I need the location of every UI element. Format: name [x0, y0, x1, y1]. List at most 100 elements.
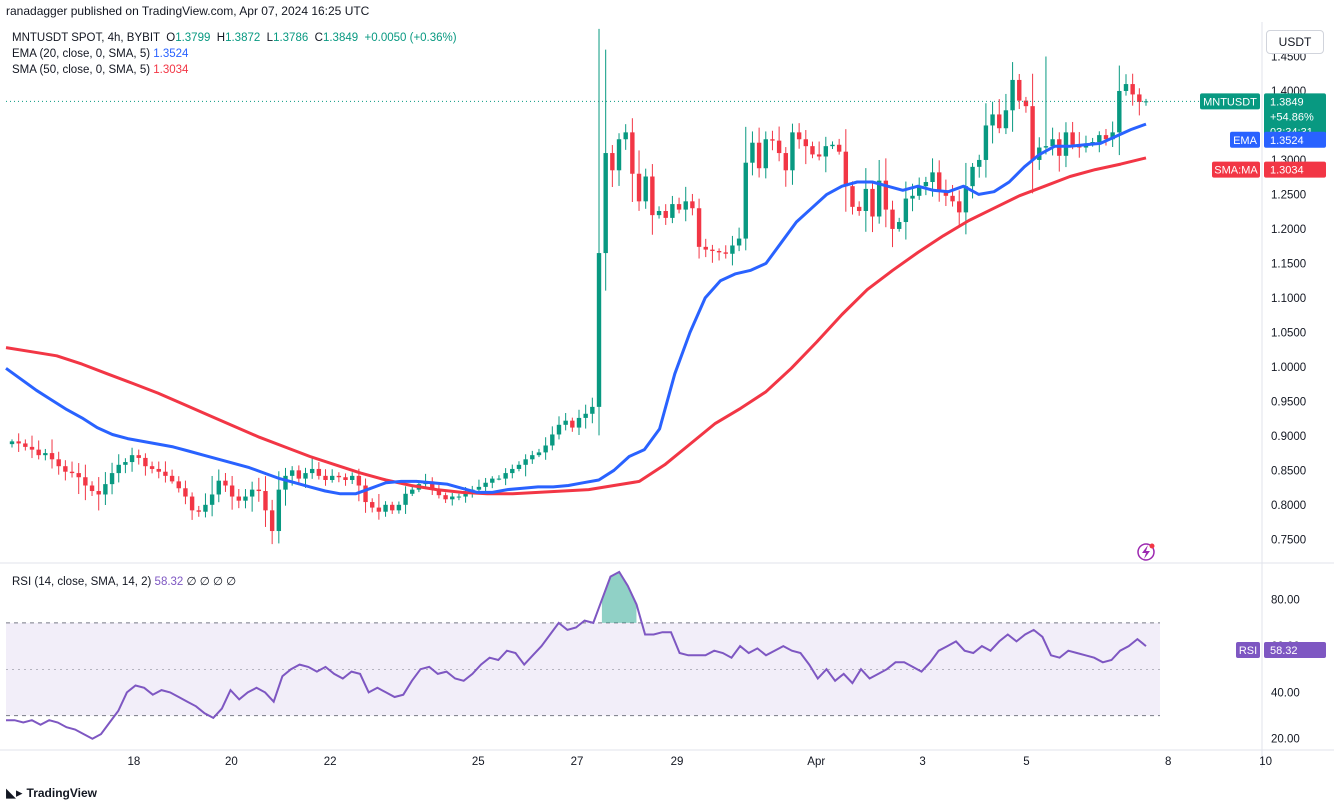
candle	[329, 469, 335, 483]
candle-body	[129, 455, 135, 463]
candle-body	[283, 475, 288, 490]
candle-body	[556, 424, 562, 435]
candle	[309, 456, 315, 479]
candle	[410, 486, 415, 497]
candle	[843, 129, 849, 212]
candle	[776, 126, 782, 162]
candle-body	[196, 510, 201, 512]
candle	[123, 458, 128, 474]
candle-body	[243, 496, 248, 501]
candle-body	[830, 144, 835, 147]
candle-body	[750, 142, 755, 163]
candle	[236, 488, 241, 509]
candle-body	[563, 420, 568, 425]
candle	[656, 206, 662, 219]
candle	[796, 123, 802, 149]
candle-body	[963, 186, 969, 213]
candle-body	[570, 420, 575, 428]
candle-body	[1123, 84, 1129, 91]
candle	[570, 417, 575, 432]
candle-body	[323, 475, 328, 480]
rsi-tag	[1236, 641, 1260, 658]
time-tick-label: 27	[571, 756, 584, 768]
candle-body	[83, 477, 88, 486]
candle-body	[436, 489, 442, 496]
candle	[583, 404, 588, 429]
candle	[229, 476, 235, 510]
candle-body	[116, 464, 121, 474]
currency-button[interactable]: USDT	[1266, 30, 1324, 54]
candle-body	[376, 507, 382, 512]
candle	[710, 244, 715, 263]
candle	[743, 126, 748, 251]
candle	[223, 473, 228, 492]
candle	[16, 433, 21, 452]
candle-body	[296, 470, 302, 479]
candle-body	[890, 209, 895, 229]
ema-legend-value: 1.3524	[153, 48, 189, 60]
candle	[1017, 74, 1022, 110]
sma-tag-label: SMA:MA	[1214, 165, 1258, 177]
candle	[23, 439, 28, 451]
candle	[256, 477, 262, 502]
candle-body	[1063, 132, 1069, 156]
price-tick-label: 1.1500	[1271, 258, 1306, 270]
candle	[163, 461, 168, 483]
ema-line	[5, 122, 1147, 496]
candle-body	[383, 504, 388, 512]
candle-body	[176, 481, 181, 489]
candle	[823, 136, 829, 173]
candle-body	[630, 132, 635, 174]
candle	[76, 463, 81, 495]
candle-body	[410, 489, 415, 494]
candle-body	[896, 222, 902, 229]
candle	[29, 435, 35, 459]
candle	[510, 464, 515, 479]
sma-legend-value: 1.3034	[153, 64, 189, 76]
candle-body	[543, 445, 548, 453]
candle-body	[456, 496, 462, 498]
candle-body	[603, 153, 608, 254]
lightning-icon-dot	[1149, 543, 1155, 549]
candle-body	[863, 188, 869, 211]
candle-body	[990, 114, 995, 126]
candle	[683, 186, 688, 222]
candle-body	[403, 493, 408, 505]
candle	[1110, 121, 1115, 148]
lightning-icon-ring	[1137, 543, 1155, 561]
price-tick-label: 1.4500	[1271, 51, 1306, 63]
candle	[923, 176, 929, 196]
candle-body	[96, 491, 101, 495]
price-tick-label: 1.2000	[1271, 224, 1306, 236]
candle	[336, 472, 342, 483]
time-tick-label: 18	[127, 756, 140, 768]
open-label: O	[166, 32, 176, 44]
candle	[1097, 131, 1102, 153]
candle	[343, 473, 348, 486]
publish-header: ranadagger published on TradingView.com,…	[0, 0, 1334, 22]
candle-body	[816, 154, 822, 157]
candle	[696, 198, 702, 259]
candle	[63, 460, 68, 481]
candle	[676, 197, 682, 214]
candle	[603, 49, 608, 291]
candle	[1123, 74, 1129, 96]
ema-value-tag	[1264, 131, 1326, 148]
candle	[870, 181, 875, 233]
high-value: 1.3872	[225, 32, 261, 44]
price-tick-label: 0.9000	[1271, 431, 1306, 443]
rsi-legend-value: 58.32	[154, 576, 184, 588]
price-chart[interactable]: 1.45001.40001.35001.30001.25001.20001.15…	[0, 22, 1334, 782]
candle	[269, 499, 275, 545]
candle-body	[776, 140, 782, 154]
candle-body	[523, 459, 528, 465]
candle	[350, 472, 355, 484]
candle	[543, 437, 548, 460]
candle-body	[943, 190, 949, 196]
candle	[283, 467, 288, 506]
candle-body	[496, 478, 502, 480]
candle-body	[236, 496, 241, 501]
candle-body	[856, 206, 862, 211]
candle	[490, 476, 495, 489]
candle-body	[656, 210, 662, 216]
